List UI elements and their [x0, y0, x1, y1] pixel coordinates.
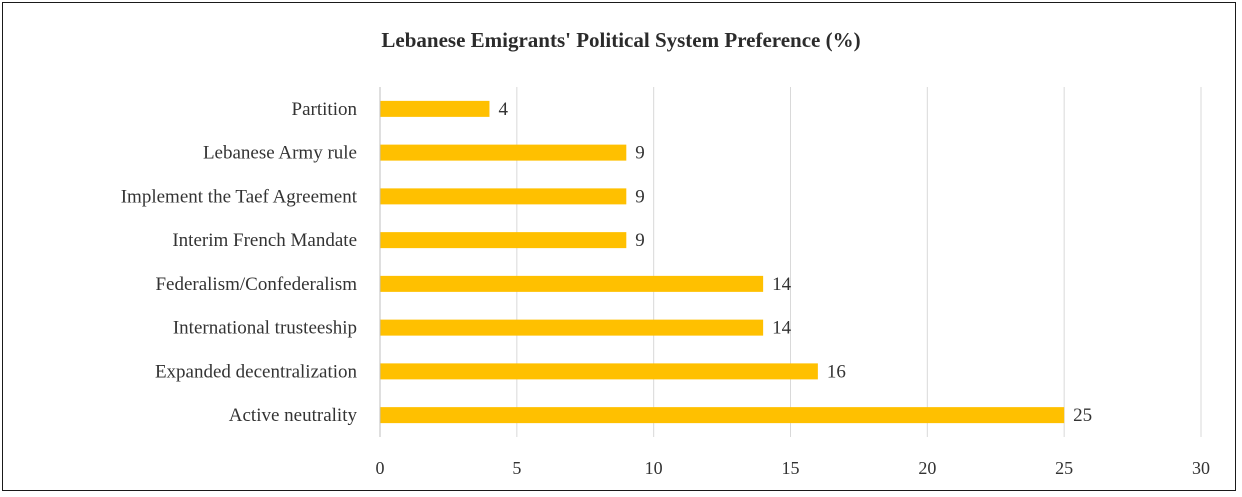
x-tick-label: 5 [512, 458, 521, 478]
data-label: 9 [635, 186, 645, 207]
x-tick-label: 20 [918, 458, 936, 478]
category-label: Federalism/Confederalism [155, 274, 357, 295]
x-tick-label: 15 [782, 458, 800, 478]
data-label: 14 [772, 274, 792, 295]
bar [380, 144, 627, 161]
category-label: Partition [292, 99, 358, 120]
data-label: 14 [772, 318, 792, 339]
x-tick-label: 10 [645, 458, 663, 478]
category-label: Implement the Taef Agreement [121, 186, 358, 207]
category-label: Interim French Mandate [172, 230, 357, 251]
bar [380, 275, 764, 292]
x-tick-label: 25 [1055, 458, 1073, 478]
x-tick-label: 30 [1192, 458, 1210, 478]
bar [380, 100, 490, 117]
data-label: 4 [498, 99, 508, 120]
chart-title: Lebanese Emigrants' Political System Pre… [381, 28, 861, 52]
bar [380, 363, 818, 380]
x-tick-label: 0 [376, 458, 385, 478]
category-label: Active neutrality [229, 405, 358, 426]
data-label: 25 [1073, 405, 1092, 426]
bar [380, 319, 764, 336]
bar [380, 188, 627, 205]
bar [380, 232, 627, 249]
data-label: 16 [827, 361, 846, 382]
bar [380, 407, 1065, 424]
data-label: 9 [635, 230, 645, 251]
category-label: Lebanese Army rule [203, 143, 357, 164]
data-label: 9 [635, 143, 645, 164]
category-label: International trusteeship [173, 318, 357, 339]
category-label: Expanded decentralization [155, 361, 358, 382]
